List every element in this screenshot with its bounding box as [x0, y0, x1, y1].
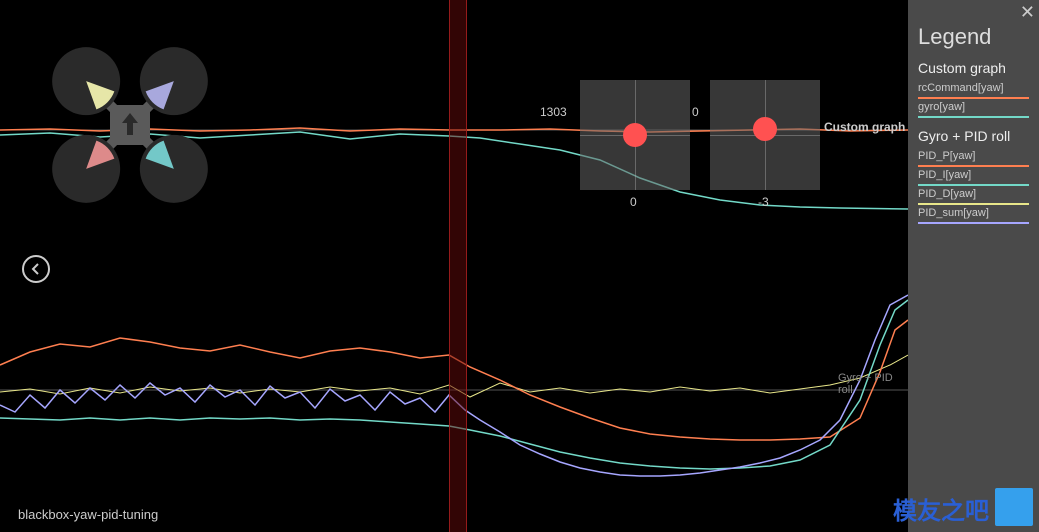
legend-item[interactable]: PID_P[yaw] — [918, 148, 1029, 167]
stick-left-label-top: 1303 — [540, 105, 567, 119]
stick-right-label-top: 0 — [692, 105, 699, 119]
watermark-text: 模友之吧 — [893, 491, 989, 526]
back-button[interactable] — [22, 255, 50, 283]
quad-svg — [35, 30, 225, 220]
stick-right-label-bottom: -3 — [758, 195, 769, 209]
legend-item[interactable]: gyro[yaw] — [918, 99, 1029, 118]
legend-panel: ✕ Legend Custom graph rcCommand[yaw]gyro[… — [908, 0, 1039, 532]
chart-label-gyro-pid-roll: Gyro + PID roll — [838, 372, 908, 396]
legend-title: Legend — [918, 24, 1029, 50]
stick-right — [710, 80, 820, 190]
quad-motor-widget — [35, 30, 225, 220]
chevron-left-icon — [30, 263, 42, 275]
legend-body: Custom graph rcCommand[yaw]gyro[yaw] Gyro … — [918, 60, 1029, 224]
legend-group-header[interactable]: Custom graph — [918, 60, 1029, 76]
stick-right-dot — [753, 117, 777, 141]
stick-left-label-bottom: 0 — [630, 195, 637, 209]
legend-item[interactable]: rcCommand[yaw] — [918, 80, 1029, 99]
legend-item[interactable]: PID_I[yaw] — [918, 167, 1029, 186]
chart-label-custom-graph: Custom graph — [824, 120, 905, 134]
watermark-qr — [995, 488, 1033, 526]
legend-item[interactable]: PID_D[yaw] — [918, 186, 1029, 205]
chart-area: 1303 0 0 -3 Custom graph Gyro + PID roll… — [0, 0, 908, 532]
legend-item[interactable]: PID_sum[yaw] — [918, 205, 1029, 224]
stick-left-dot — [623, 123, 647, 147]
stick-left — [580, 80, 690, 190]
playhead[interactable] — [449, 0, 467, 532]
close-icon[interactable]: ✕ — [1020, 2, 1035, 23]
footer-caption: blackbox-yaw-pid-tuning — [18, 507, 158, 522]
legend-group-header[interactable]: Gyro + PID roll — [918, 128, 1029, 144]
